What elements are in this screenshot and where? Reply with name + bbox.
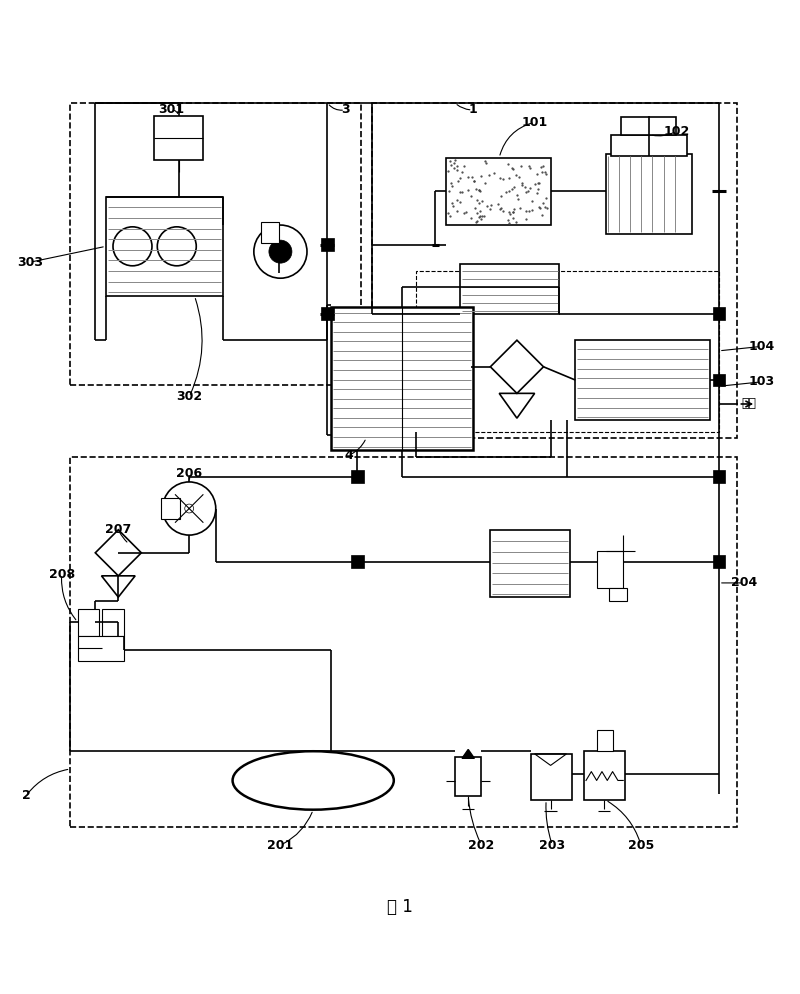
Bar <box>351 556 364 568</box>
Text: 1: 1 <box>468 103 477 116</box>
Bar <box>713 556 725 568</box>
Bar <box>584 751 625 800</box>
Bar <box>490 530 570 597</box>
Circle shape <box>269 241 292 263</box>
Text: 2: 2 <box>22 789 30 802</box>
Bar <box>460 264 559 314</box>
Bar <box>713 374 725 387</box>
Bar <box>70 102 361 385</box>
Polygon shape <box>462 749 474 758</box>
Bar <box>575 340 710 419</box>
Bar <box>372 102 737 437</box>
Circle shape <box>185 504 194 513</box>
Bar <box>261 222 278 243</box>
Text: 204: 204 <box>730 577 757 589</box>
Bar <box>611 135 687 156</box>
Bar <box>713 470 725 483</box>
Bar <box>331 306 473 450</box>
Bar <box>416 271 719 432</box>
Bar <box>154 116 203 160</box>
Text: 301: 301 <box>158 103 185 116</box>
Bar <box>531 753 572 800</box>
Bar <box>446 158 550 225</box>
Bar <box>597 730 613 751</box>
Text: 尾排: 尾排 <box>741 398 756 411</box>
Bar <box>106 197 223 296</box>
Text: 201: 201 <box>267 839 294 852</box>
Bar <box>351 470 364 483</box>
Text: 102: 102 <box>663 124 690 137</box>
Text: 3: 3 <box>341 103 350 116</box>
Bar <box>713 307 725 320</box>
Text: 103: 103 <box>748 376 774 389</box>
Text: 205: 205 <box>628 839 654 852</box>
Bar <box>455 756 482 795</box>
Text: 203: 203 <box>539 839 566 852</box>
Bar <box>622 117 676 135</box>
Bar <box>70 457 737 827</box>
Bar <box>78 636 124 661</box>
Bar <box>609 588 626 600</box>
Text: 图 1: 图 1 <box>387 899 413 916</box>
Bar <box>321 239 334 250</box>
Bar <box>606 154 692 234</box>
Bar <box>161 498 180 519</box>
Text: 208: 208 <box>49 568 74 580</box>
Text: 206: 206 <box>176 466 202 479</box>
Text: 101: 101 <box>522 116 548 129</box>
Text: 207: 207 <box>105 523 131 537</box>
Bar <box>78 609 99 636</box>
Bar <box>321 307 334 320</box>
Text: 303: 303 <box>17 255 42 268</box>
Text: 4: 4 <box>344 449 353 462</box>
Text: 202: 202 <box>468 839 494 852</box>
Bar <box>102 609 124 636</box>
Text: 302: 302 <box>176 391 202 404</box>
Text: 104: 104 <box>748 340 774 353</box>
Bar <box>597 551 623 588</box>
